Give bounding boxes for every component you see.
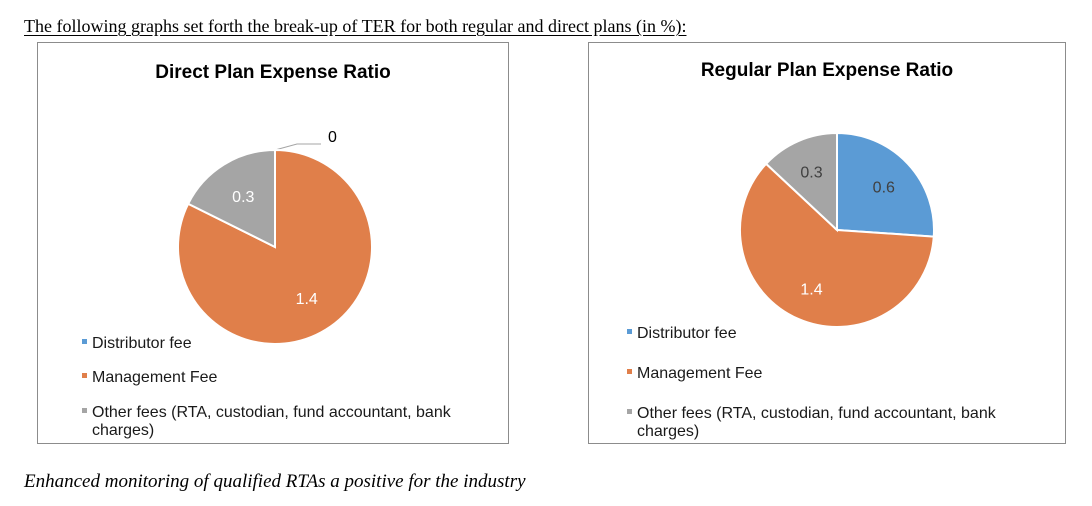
leader-line-distributor <box>274 143 321 151</box>
legend-swatch-management <box>82 373 87 379</box>
pie-slice-other <box>764 131 838 233</box>
intro-text: The following graphs set forth the break… <box>24 16 687 36</box>
data-label-other: 0.3 <box>232 189 254 206</box>
data-label-other: 0.3 <box>800 164 822 181</box>
legend-swatch-management <box>627 369 632 375</box>
chart-title: Direct Plan Expense Ratio <box>155 62 391 83</box>
data-label-distributor: 0.6 <box>873 179 895 196</box>
legend-swatch-other <box>627 409 632 415</box>
legend-item-management: Management Fee <box>627 365 1047 383</box>
legend-item-other: Other fees (RTA, custodian, fund account… <box>82 404 492 440</box>
data-label-management: 1.4 <box>296 291 318 308</box>
pie-slice-management <box>738 162 935 329</box>
chart-title: Regular Plan Expense Ratio <box>700 60 954 81</box>
legend-swatch-distributor <box>82 339 87 345</box>
pie-slice-other <box>186 148 276 249</box>
regular-pie-svg: 0.6 1.4 0.3 <box>738 131 935 329</box>
legend-item-distributor: Distributor fee <box>82 335 502 353</box>
legend-item-distributor: Distributor fee <box>627 325 1047 343</box>
legend-item-management: Management Fee <box>82 369 502 387</box>
data-label-distributor: 0 <box>328 129 337 146</box>
legend-swatch-other <box>82 408 87 414</box>
legend-swatch-distributor <box>627 329 632 335</box>
closing-text: Enhanced monitoring of qualified RTAs a … <box>24 471 526 492</box>
direct-plan-chart: Direct Plan Expense Ratio 0 1.4 0.3 Distri… <box>37 42 509 444</box>
direct-pie-svg: 0 1.4 0.3 <box>177 129 373 345</box>
data-label-management: 1.4 <box>800 282 822 299</box>
regular-plan-chart: Regular Plan Expense Ratio 0.6 1.4 0.3 Dis… <box>588 42 1066 444</box>
legend-item-other: Other fees (RTA, custodian, fund account… <box>627 405 1037 441</box>
pie-slice-distributor <box>836 131 935 238</box>
